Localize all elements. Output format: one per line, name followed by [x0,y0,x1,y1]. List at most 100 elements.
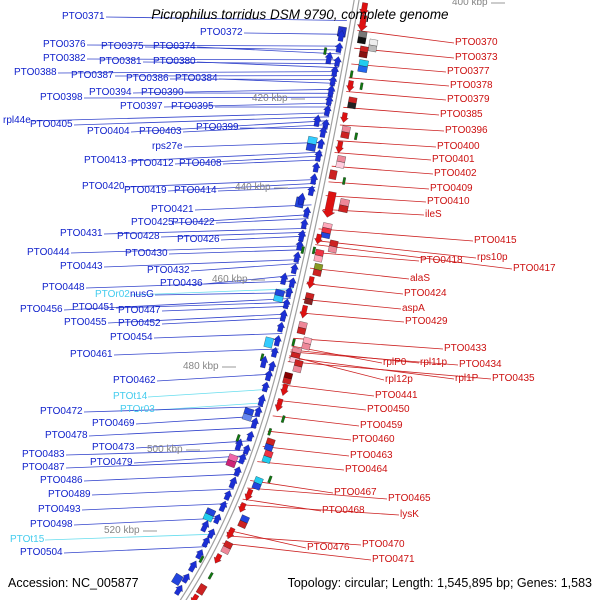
gene-feature-arrow[interactable] [195,549,204,560]
gene-label-pto0373[interactable]: PTO0373 [455,52,498,63]
gene-label-nusg[interactable]: nusG [130,289,154,300]
gene-feature-arrow[interactable] [226,526,236,540]
gene-feature-arrow[interactable] [316,138,326,150]
gene-feature-arrow[interactable] [244,488,254,502]
gene-label-alas[interactable]: alaS [410,273,431,284]
gene-feature-box[interactable] [311,246,317,255]
gene-label-pto0435[interactable]: PTO0435 [492,373,535,384]
gene-label-pto0403[interactable]: PTO0403 [139,126,182,137]
gene-feature-arrow[interactable] [297,229,307,243]
gene-feature-box[interactable] [327,245,338,254]
gene-feature-arrow[interactable] [234,438,244,452]
gene-label-pto0405[interactable]: PTO0405 [30,119,73,130]
gene-feature-box[interactable] [225,458,237,469]
gene-feature-arrow[interactable] [257,393,266,407]
gene-label-pto0374[interactable]: PTO0374 [153,41,196,52]
gene-feature-arrow[interactable] [299,304,309,319]
gene-feature-box[interactable] [291,338,296,347]
gene-feature-arrow[interactable] [181,573,191,584]
gene-label-pto0436[interactable]: PTO0436 [160,278,203,289]
gene-feature-arrow[interactable] [334,42,344,54]
gene-feature-arrow[interactable] [297,192,306,206]
gene-feature-box[interactable] [292,364,303,374]
gene-label-pto0443[interactable]: PTO0443 [60,261,103,272]
gene-feature-arrow[interactable] [330,65,340,78]
gene-feature-arrow[interactable] [212,513,222,525]
gene-label-pto0376[interactable]: PTO0376 [43,39,86,50]
gene-label-ptot14[interactable]: PTOt14 [113,391,148,402]
gene-feature-box[interactable] [198,555,205,564]
gene-label-pto0431[interactable]: PTO0431 [60,228,103,239]
gene-label-pto0400[interactable]: PTO0400 [437,141,480,152]
gene-label-pto0460[interactable]: PTO0460 [352,434,395,445]
gene-label-pto0370[interactable]: PTO0370 [455,37,498,48]
gene-label-pto0390[interactable]: PTO0390 [141,87,184,98]
gene-label-pto0384[interactable]: PTO0384 [175,73,218,84]
gene-label-pto0388[interactable]: PTO0388 [14,67,57,78]
gene-feature-box[interactable] [207,571,214,580]
gene-label-pto0396[interactable]: PTO0396 [445,125,488,136]
gene-label-pto0487[interactable]: PTO0487 [22,462,65,473]
gene-feature-arrow[interactable] [309,173,319,186]
gene-label-pto0447[interactable]: PTO0447 [118,305,161,316]
gene-feature-arrow[interactable] [233,466,242,478]
gene-label-pto0408[interactable]: PTO0408 [179,158,222,169]
gene-feature-box[interactable] [338,204,349,214]
gene-label-pto0410[interactable]: PTO0410 [427,196,470,207]
gene-feature-arrow[interactable] [259,355,269,369]
gene-label-rps27e[interactable]: rps27e [152,141,183,152]
gene-label-pto0434[interactable]: PTO0434 [459,359,502,370]
gene-feature-arrow[interactable] [228,476,238,490]
gene-label-pto0424[interactable]: PTO0424 [404,288,447,299]
gene-feature-arrow[interactable] [335,140,345,154]
gene-feature-arrow[interactable] [213,552,223,564]
gene-feature-box[interactable] [300,246,305,254]
gene-feature-box[interactable] [261,455,272,465]
gene-feature-box[interactable] [301,342,311,351]
gene-label-pto0463[interactable]: PTO0463 [350,450,393,461]
gene-label-pto0448[interactable]: PTO0448 [42,282,85,293]
gene-label-pto0426[interactable]: PTO0426 [177,234,220,245]
gene-label-pto0414[interactable]: PTO0414 [174,185,217,196]
gene-feature-arrow[interactable] [253,406,263,418]
gene-label-pto0451[interactable]: PTO0451 [72,302,115,313]
gene-label-pto0415[interactable]: PTO0415 [474,235,517,246]
gene-label-pto0419[interactable]: PTO0419 [124,185,167,196]
gene-label-pto0472[interactable]: PTO0472 [40,406,83,417]
gene-feature-arrow[interactable] [299,218,309,230]
gene-feature-box[interactable] [358,51,368,59]
gene-feature-arrow[interactable] [279,272,289,286]
gene-feature-box[interactable] [263,336,275,349]
gene-label-rps10p[interactable]: rps10p [477,252,508,263]
gene-label-pto0422[interactable]: PTO0422 [172,217,215,228]
gene-label-pto0465[interactable]: PTO0465 [388,493,431,504]
gene-feature-box[interactable] [359,82,364,91]
gene-label-pto0394[interactable]: PTO0394 [89,87,132,98]
gene-feature-arrow[interactable] [318,126,328,139]
gene-label-pto0382[interactable]: PTO0382 [43,53,86,64]
gene-label-pto0429[interactable]: PTO0429 [405,316,448,327]
gene-label-rpl44e[interactable]: rpl44e [3,115,31,126]
gene-feature-arrow[interactable] [326,84,336,98]
gene-label-pto0386[interactable]: PTO0386 [126,73,169,84]
gene-label-pto0469[interactable]: PTO0469 [92,418,135,429]
gene-feature-box[interactable] [170,572,184,587]
gene-feature-box[interactable] [356,36,367,45]
gene-label-pto0476[interactable]: PTO0476 [307,542,350,553]
gene-feature-box[interactable] [251,481,262,491]
gene-label-pto0473[interactable]: PTO0473 [92,442,135,453]
gene-label-pto0380[interactable]: PTO0380 [153,56,196,67]
gene-feature-arrow[interactable] [322,104,332,117]
gene-label-iles[interactable]: ileS [425,209,442,220]
gene-feature-box[interactable] [312,268,322,277]
gene-label-pto0441[interactable]: PTO0441 [375,390,418,401]
gene-feature-box[interactable] [267,475,273,484]
gene-feature-box[interactable] [353,132,359,141]
gene-feature-arrow[interactable] [218,500,228,513]
gene-feature-arrow[interactable] [314,233,323,245]
gene-feature-box[interactable] [335,160,345,169]
gene-label-pto0402[interactable]: PTO0402 [434,168,477,179]
gene-feature-arrow[interactable] [173,584,183,596]
gene-label-rpl11p[interactable]: rpl11p [420,357,448,368]
